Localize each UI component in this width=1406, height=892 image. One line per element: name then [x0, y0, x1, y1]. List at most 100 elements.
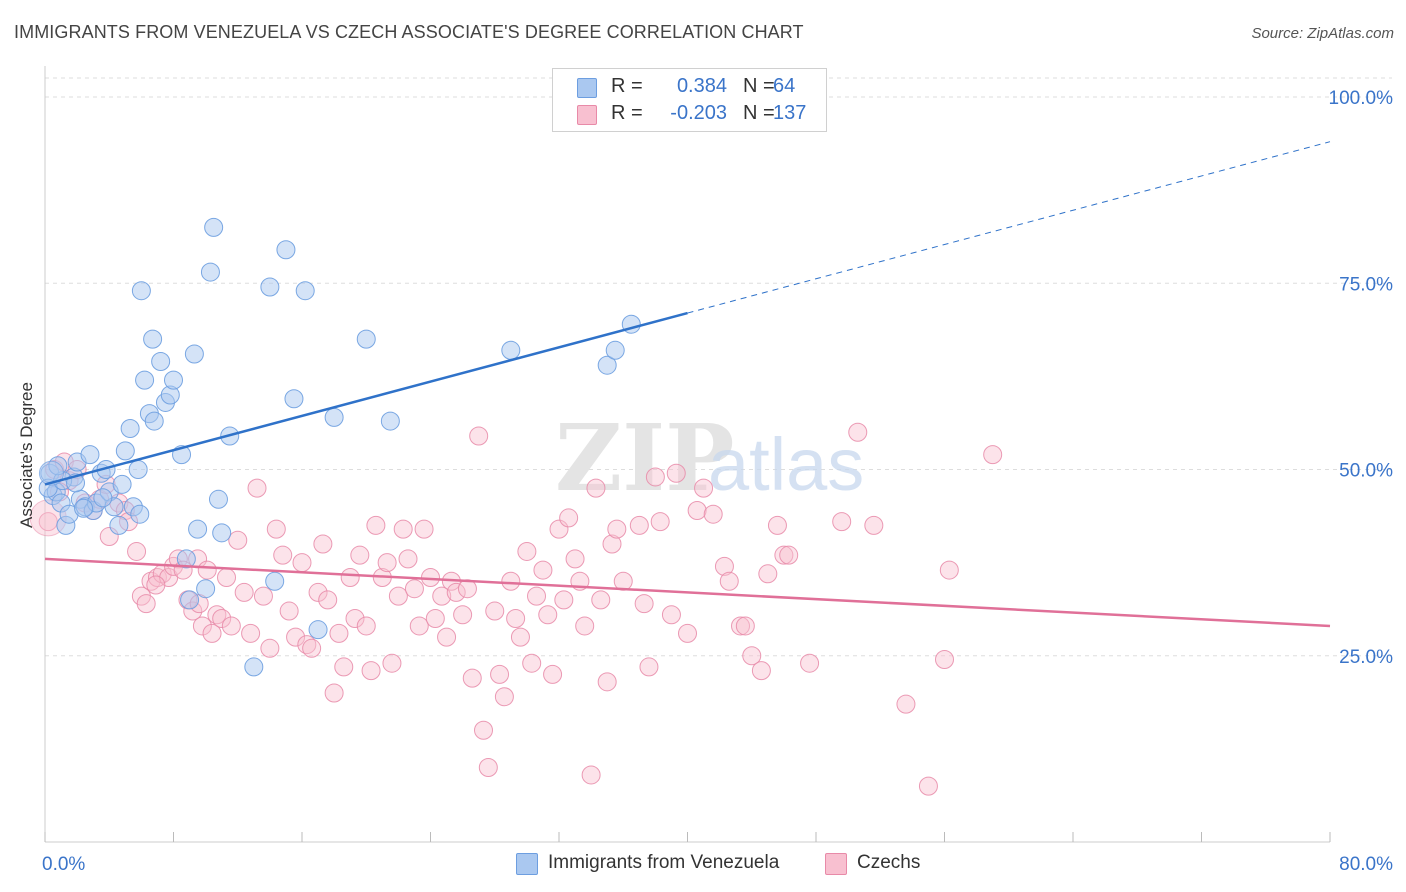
point-czechs: [848, 422, 868, 442]
point-venezuela: [265, 571, 285, 591]
point-venezuela: [151, 351, 171, 371]
point-czechs: [591, 590, 611, 610]
point-venezuela: [605, 340, 625, 360]
point-venezuela: [308, 620, 328, 640]
point-czechs: [639, 657, 659, 677]
point-venezuela: [284, 389, 304, 409]
point-venezuela: [244, 657, 264, 677]
trend-line-venezuela-projection: [687, 141, 1331, 314]
point-czechs: [522, 653, 542, 673]
y-tick-label: 75.0%: [1339, 274, 1393, 295]
point-czechs: [202, 623, 222, 643]
axes: [44, 66, 1331, 843]
point-czechs: [602, 534, 622, 554]
point-czechs: [896, 694, 916, 714]
point-czechs: [742, 646, 762, 666]
point-venezuela: [380, 411, 400, 431]
point-venezuela: [112, 474, 132, 494]
point-venezuela: [200, 262, 220, 282]
point-czechs: [527, 586, 547, 606]
point-czechs: [774, 545, 794, 565]
legend-n-label: N =: [743, 102, 775, 124]
correlation-legend: R = 0.384 N = 64 R = -0.203 N = 137: [552, 68, 827, 132]
legend-swatch-pink: [577, 105, 597, 125]
bottom-swatch-pink: [825, 853, 847, 875]
point-venezuela: [120, 419, 140, 439]
point-czechs: [517, 541, 537, 561]
point-venezuela: [130, 504, 150, 524]
point-venezuela: [260, 277, 280, 297]
point-czechs: [136, 594, 156, 614]
x-tick-label: 0.0%: [42, 854, 85, 875]
point-czechs: [494, 687, 514, 707]
point-czechs: [404, 579, 424, 599]
point-czechs: [334, 657, 354, 677]
point-czechs: [634, 594, 654, 614]
legend-r-label: R =: [611, 75, 643, 97]
point-venezuela: [184, 344, 204, 364]
point-czechs: [731, 616, 751, 636]
point-czechs: [266, 519, 286, 539]
point-venezuela: [356, 329, 376, 349]
trend-line-czechs: [44, 557, 1331, 628]
point-czechs: [533, 560, 553, 580]
point-czechs: [437, 627, 457, 647]
point-czechs: [241, 623, 261, 643]
point-czechs: [273, 545, 293, 565]
point-czechs: [253, 586, 273, 606]
point-czechs: [228, 530, 248, 550]
point-venezuela: [276, 240, 296, 260]
point-czechs: [719, 571, 739, 591]
point-venezuela: [208, 489, 228, 509]
point-czechs: [221, 616, 241, 636]
point-venezuela: [188, 519, 208, 539]
point-venezuela: [204, 217, 224, 237]
point-czechs: [393, 519, 413, 539]
point-czechs: [714, 556, 734, 576]
point-czechs: [313, 534, 333, 554]
point-venezuela: [128, 460, 148, 479]
point-czechs: [308, 582, 328, 602]
point-czechs: [687, 500, 707, 520]
bottom-swatch-blue: [516, 853, 538, 875]
point-czechs: [694, 478, 714, 498]
point-czechs: [302, 638, 322, 658]
point-czechs: [279, 601, 299, 621]
series-czechs: [29, 422, 1003, 796]
point-czechs: [586, 478, 606, 498]
point-czechs: [478, 758, 498, 777]
legend-n-label: N =: [743, 75, 775, 97]
point-czechs: [382, 653, 402, 673]
legend-swatch-blue: [577, 78, 597, 98]
point-czechs: [538, 605, 558, 625]
point-czechs: [575, 616, 595, 636]
point-venezuela: [109, 515, 129, 535]
point-czechs: [490, 664, 510, 684]
bottom-legend-label: Czechs: [857, 852, 921, 873]
point-czechs: [485, 601, 505, 621]
y-tick-label: 25.0%: [1339, 647, 1393, 668]
point-czechs: [329, 623, 349, 643]
point-czechs: [581, 765, 601, 785]
point-venezuela: [176, 549, 196, 569]
point-czechs: [377, 553, 397, 573]
y-axis-label: Associate's Degree: [17, 382, 36, 528]
point-czechs: [645, 467, 665, 487]
point-czechs: [758, 564, 778, 584]
point-czechs: [767, 515, 787, 535]
point-czechs: [565, 549, 585, 569]
point-czechs: [703, 504, 723, 524]
point-czechs: [939, 560, 959, 580]
point-czechs: [935, 649, 954, 669]
y-tick-label: 100.0%: [1329, 88, 1394, 109]
point-czechs: [506, 609, 526, 628]
point-czechs: [453, 605, 473, 625]
point-czechs: [510, 627, 530, 647]
point-venezuela: [597, 355, 617, 375]
legend-n-value: 64: [773, 75, 796, 97]
point-czechs: [918, 776, 938, 796]
point-czechs: [366, 515, 386, 535]
point-venezuela: [212, 523, 232, 543]
point-venezuela: [93, 488, 113, 508]
point-czechs: [607, 519, 627, 539]
